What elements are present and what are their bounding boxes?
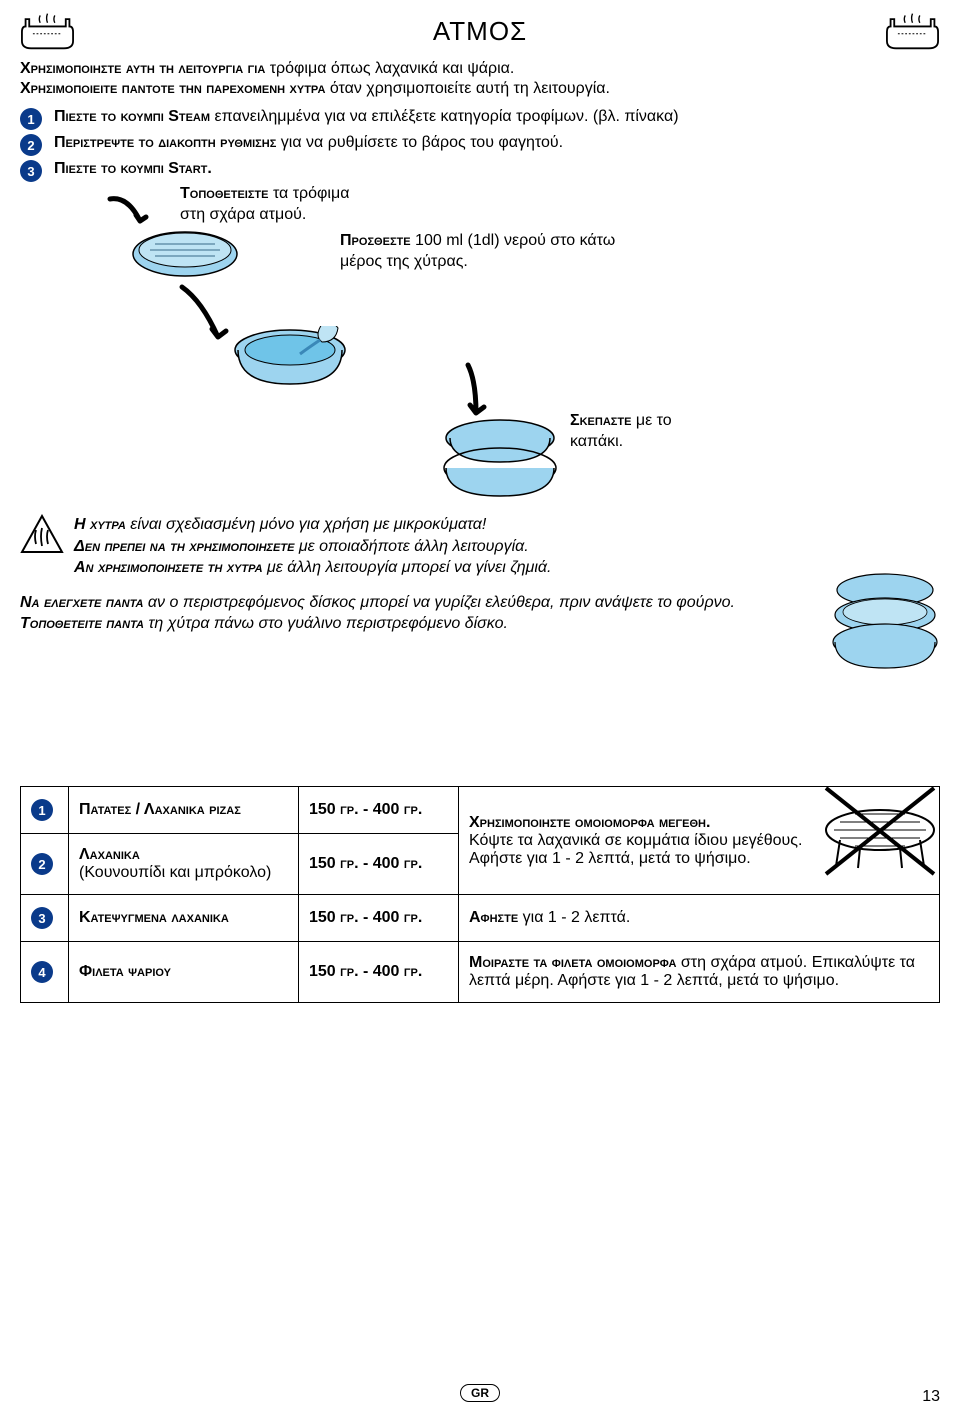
intro-line-2: Χρησιμοποιειτε παντοτε την παρεχομενη χυ…	[20, 80, 940, 98]
table-row: 1 Πατατεσ / Λαχανικα ριζασ 150 γρ. - 400…	[21, 787, 940, 834]
check-2-rest: τη χύτρα πάνω στο γυάλινο περιστρεφόμενο…	[144, 615, 508, 632]
check-paragraph: Να ελεγχετε παντα αν ο περιστρεφόμενος δ…	[20, 593, 940, 635]
caption-place: Τοποθετειστε τα τρόφιμα στη σχάρα ατμού.	[180, 184, 349, 226]
warning-text: Η χυτρα είναι σχεδιασμένη μόνο για χρήση…	[74, 514, 551, 579]
row-badge-1: 1	[31, 799, 53, 821]
row-3-notes-sc: Αφηστε	[469, 909, 518, 926]
row-badge-2: 2	[31, 853, 53, 875]
step-2-sc: Περιστρεψτε το διακοπτη ρυθμισησ	[54, 134, 276, 151]
row-2-wt: 150 γρ. - 400 γρ.	[309, 855, 422, 872]
badge-3: 3	[20, 160, 42, 182]
check-2-sc: Τοποθετειτε παντα	[20, 615, 144, 632]
badge-2: 2	[20, 134, 42, 156]
page-title: ΑΤΜΟΣ	[75, 16, 885, 47]
warn-3-rest: με άλλη λειτουργία μπορεί να γίνει ζημιά…	[263, 559, 552, 576]
row-2-name2: (Κουνουπίδι και μπρόκολο)	[79, 864, 271, 881]
row-4-notes-sc: Μοιραστε τα φιλετα ομοιομορφα	[469, 954, 676, 971]
intro-1-rest: τρόφιμα όπως λαχανικά και ψάρια.	[265, 60, 514, 77]
check-1-sc: Να ελεγχετε παντα	[20, 594, 143, 611]
steam-icon	[885, 10, 940, 52]
step-1-sc: Πιεστε το κουμπι Steam	[54, 108, 210, 125]
step-3-sc: Πιεστε το κουμπι Start.	[54, 160, 212, 177]
arrow-curve-2	[170, 281, 240, 361]
intro-2-sc: Χρησιμοποιειτε παντοτε την παρεχομενη χυ…	[20, 80, 325, 97]
warn-2-rest: με οποιαδήποτε άλλη λειτουργία.	[294, 538, 528, 555]
row-1-notes-sc: Χρησιμοποιηστε ομοιομορφα μεγεθη.	[469, 814, 710, 831]
row-2-name: Λαχανικα	[79, 846, 140, 863]
caption-cover: Σκεπαστε με το καπάκι.	[570, 411, 672, 453]
warn-1-sc: Η χυτρα	[74, 516, 126, 533]
row-4-wt: 150 γρ. - 400 γρ.	[309, 963, 422, 980]
row-badge-3: 3	[31, 907, 53, 929]
step-2-rest: για να ρυθμίσετε το βάρος του φαγητού.	[276, 134, 563, 151]
steamer-bowl-icon	[230, 326, 350, 396]
row-1-wt: 150 γρ. - 400 γρ.	[309, 801, 422, 818]
caption-cover-sc: Σκεπαστε	[570, 412, 631, 429]
row-1-name: Πατατεσ / Λαχανικα ριζασ	[79, 801, 241, 818]
steps-list: 1 Πιεστε το κουμπι Steam επανειλημμένα γ…	[20, 108, 940, 182]
intro-2-rest: όταν χρησιμοποιείτε αυτή τη λειτουργία.	[325, 80, 610, 97]
step-1: 1 Πιεστε το κουμπι Steam επανειλημμένα γ…	[20, 108, 940, 130]
stacked-dishes-icon	[830, 570, 940, 675]
warning-icon	[20, 514, 64, 554]
warn-2-sc: Δεν πρεπει να τη χρησιμοποιησετε	[74, 538, 294, 555]
steam-icon	[20, 10, 75, 52]
step-1-rest: επανειλημμένα για να επιλέξετε κατηγορία…	[210, 108, 679, 125]
caption-place-sc: Τοποθετειστε	[180, 185, 269, 202]
check-1-rest: αν ο περιστρεφόμενος δίσκος μπορεί να γυ…	[143, 594, 734, 611]
page-number: 13	[922, 1388, 940, 1406]
arrow-curve-3	[450, 361, 500, 431]
step-3: 3 Πιεστε το κουμπι Start.	[20, 160, 940, 182]
header: ΑΤΜΟΣ	[20, 10, 940, 52]
intro-1-sc: Χρησιμοποιηστε αυτη τη λειτουργια για	[20, 60, 265, 77]
table-row: 3 Κατεψυγμενα λαχανικα 150 γρ. - 400 γρ.…	[21, 895, 940, 942]
warning-block: Η χυτρα είναι σχεδιασμένη μόνο για χρήση…	[20, 514, 940, 579]
badge-1: 1	[20, 108, 42, 130]
intro-line-1: Χρησιμοποιηστε αυτη τη λειτουργια για τρ…	[20, 60, 940, 78]
row-4-name: Φιλετα ψαριου	[79, 963, 171, 980]
arrow-curve-1	[100, 191, 160, 251]
row-3-name: Κατεψυγμενα λαχανικα	[79, 909, 229, 926]
row-3-wt: 150 γρ. - 400 γρ.	[309, 909, 422, 926]
no-rack-icon	[820, 782, 940, 882]
warn-3-sc: Αν χρησιμοποιησετε τη χυτρα	[74, 559, 263, 576]
row-3-notes: για 1 - 2 λεπτά.	[518, 909, 630, 926]
row-badge-4: 4	[31, 961, 53, 983]
table-row: 4 Φιλετα ψαριου 150 γρ. - 400 γρ. Μοιρασ…	[21, 942, 940, 1003]
caption-add: Προσθεστε 100 ml (1dl) νερού στο κάτω μέ…	[340, 231, 615, 273]
row-1-notes: Κόψτε τα λαχανικά σε κομμάτια ίδιου μεγέ…	[469, 832, 802, 867]
food-table: 1 Πατατεσ / Λαχανικα ριζασ 150 γρ. - 400…	[20, 786, 940, 1003]
lang-badge: GR	[460, 1384, 500, 1402]
warn-1-rest: είναι σχεδιασμένη μόνο για χρήση με μικρ…	[126, 516, 486, 533]
steamer-diagram: Τοποθετειστε τα τρόφιμα στη σχάρα ατμού.…	[20, 196, 940, 506]
caption-add-sc: Προσθεστε	[340, 232, 411, 249]
step-2: 2 Περιστρεψτε το διακοπτη ρυθμισησ για ν…	[20, 134, 940, 156]
